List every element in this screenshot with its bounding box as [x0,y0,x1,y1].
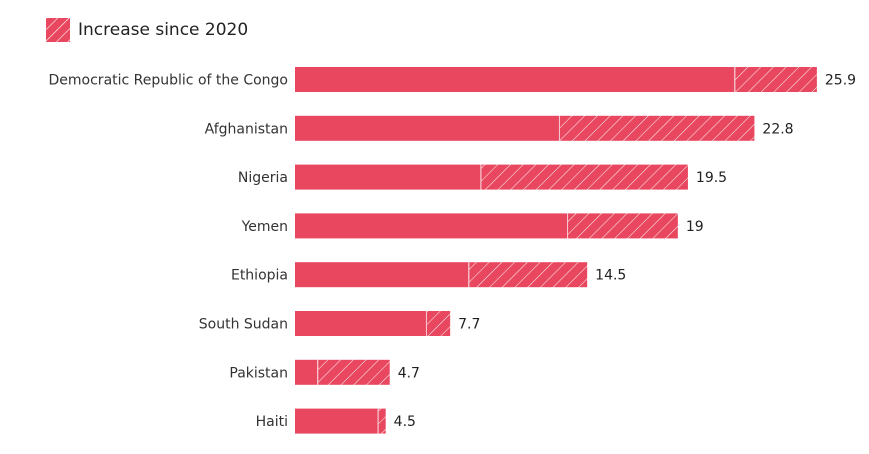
category-label: Pakistan [229,365,288,381]
value-label: 14.5 [595,268,626,284]
bar-row: Afghanistan 22.8 [205,115,794,141]
bar-2020 [295,67,735,92]
category-label: Democratic Republic of the Congo [49,73,288,89]
bar-increase-since-2020 [559,115,755,141]
bar-row: Yemen 19 [241,213,704,239]
bar-increase-since-2020 [378,408,386,434]
bar-2020 [295,115,559,141]
bar-2020 [295,359,318,385]
category-label: South Sudan [199,317,288,333]
bar-row: Haiti 4.5 [256,408,416,434]
category-label: Ethiopia [231,268,288,284]
category-label: Haiti [256,414,288,430]
legend: Increase since 2020 [46,18,248,42]
bar-2020 [295,213,568,239]
bar-2020 [295,262,469,288]
legend-hatch-swatch [46,18,70,42]
value-label: 19 [686,219,704,235]
value-label: 22.8 [762,121,793,137]
bar-increase-since-2020 [568,213,678,239]
value-label: 4.5 [394,414,416,430]
bar-2020 [295,164,481,190]
bar-increase-since-2020 [426,311,451,336]
bar-increase-since-2020 [735,67,817,92]
value-label: 19.5 [696,170,727,186]
bar-2020 [295,311,426,336]
bar-increase-since-2020 [481,164,688,190]
bar-2020 [295,408,378,434]
category-label: Nigeria [238,170,288,186]
bar-row: Nigeria 19.5 [238,164,727,190]
category-label: Afghanistan [205,121,288,137]
bar-increase-since-2020 [469,262,588,288]
value-label: 4.7 [398,365,420,381]
value-label: 7.7 [458,317,480,333]
bar-row: Democratic Republic of the Congo 25.9 [49,67,856,92]
bar-row: Ethiopia 14.5 [231,262,626,288]
bar-row: South Sudan 7.7 [199,311,480,336]
value-label: 25.9 [825,73,856,89]
category-label: Yemen [241,219,288,235]
bar-increase-since-2020 [318,359,390,385]
legend-label: Increase since 2020 [78,20,249,40]
bar-row: Pakistan 4.7 [229,359,420,385]
